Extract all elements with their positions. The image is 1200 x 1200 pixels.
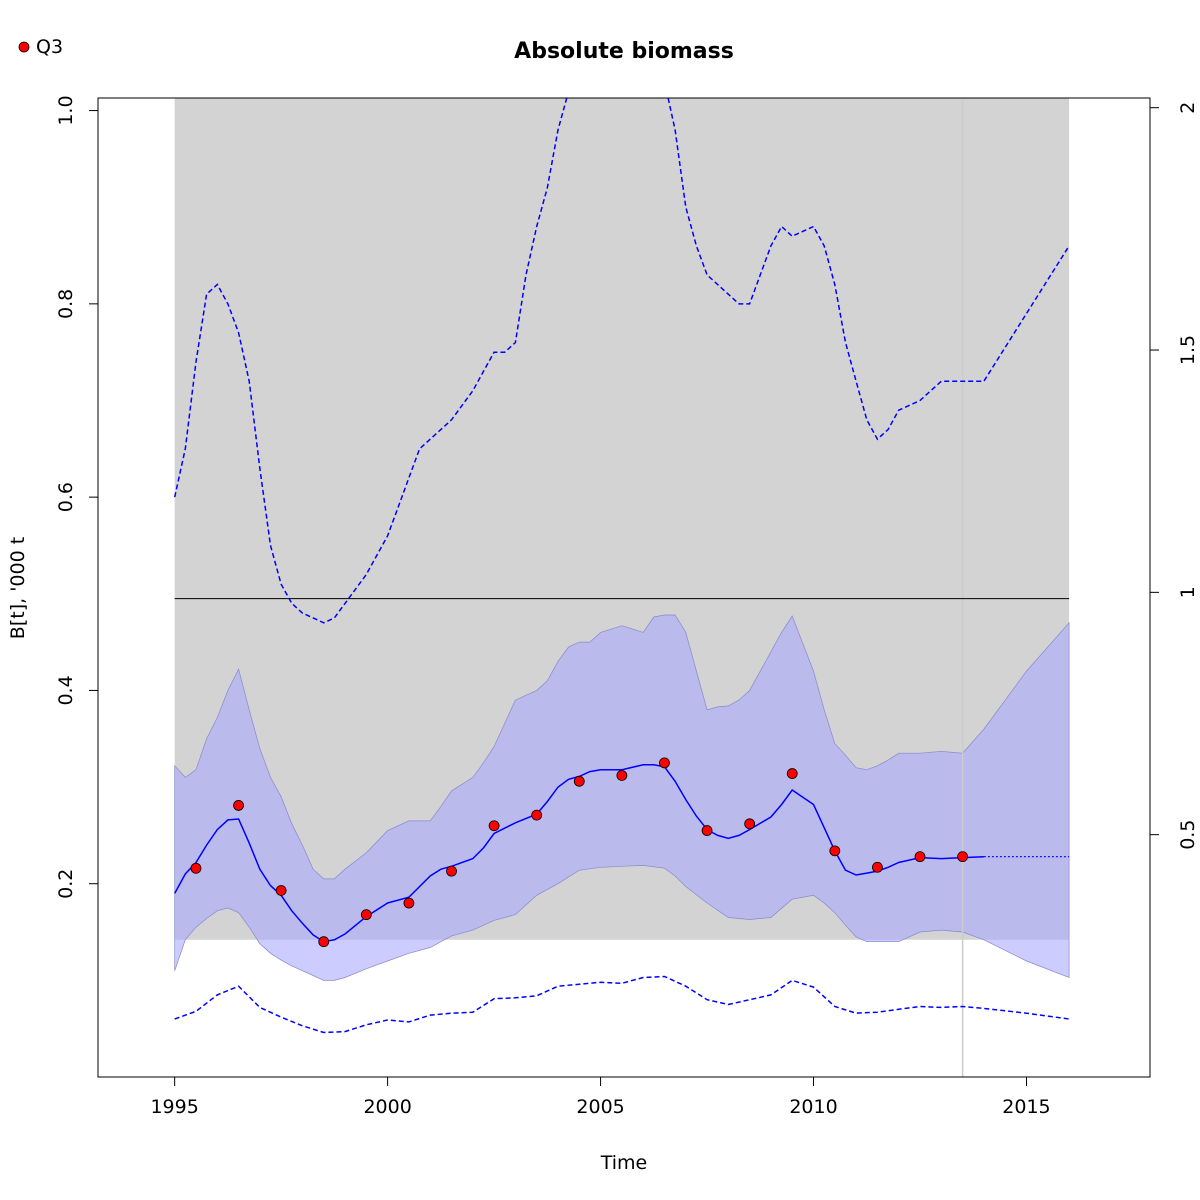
y-tick-label: 0.4 xyxy=(55,675,77,705)
confidence-band xyxy=(174,614,1070,981)
y2-tick-label: 1 xyxy=(1177,586,1199,598)
observed-point xyxy=(531,809,543,821)
observed-point xyxy=(446,865,457,877)
legend-label: Q3 xyxy=(36,36,63,58)
plot-area xyxy=(173,98,1070,1077)
y2-axis: 0.5 1 1.5 2 xyxy=(1150,102,1199,850)
observed-point xyxy=(360,909,372,921)
y2-tick-label: 1.5 xyxy=(1177,335,1199,365)
legend: Q3 xyxy=(18,36,63,58)
x-tick-label: 2010 xyxy=(789,1096,837,1118)
upper-ci-line xyxy=(173,98,1070,624)
y-axis: 0.2 0.4 0.6 0.8 1.0 xyxy=(55,95,98,899)
observed-point xyxy=(318,936,330,948)
y-tick-label: 1.0 xyxy=(55,95,77,125)
y2-tick-label: 2 xyxy=(1177,102,1199,114)
y-tick-label: 0.6 xyxy=(55,482,77,512)
observed-point xyxy=(872,861,883,873)
observed-point xyxy=(744,818,756,830)
observed-point xyxy=(701,825,713,836)
chart-title: Absolute biomass xyxy=(514,39,734,64)
observed-point xyxy=(190,862,202,874)
observed-point xyxy=(914,851,926,863)
observed-point xyxy=(616,770,628,781)
x-axis: 1995 2000 2005 2010 2015 xyxy=(150,1076,1051,1118)
y-axis-title: B[t], '000 t xyxy=(7,537,29,639)
observed-point xyxy=(659,757,670,769)
y-tick-label: 0.2 xyxy=(55,869,77,899)
x-tick-label: 2015 xyxy=(1002,1096,1050,1118)
observed-point xyxy=(275,885,287,896)
observed-point xyxy=(786,768,798,779)
y2-tick-label: 0.5 xyxy=(1177,820,1199,850)
lower-ci-line xyxy=(174,975,1070,1034)
x-tick-label: 2005 xyxy=(576,1096,624,1118)
x-axis-title: Time xyxy=(600,1152,648,1174)
observed-points xyxy=(190,757,968,948)
observed-point xyxy=(403,897,415,909)
observed-point xyxy=(573,775,585,787)
x-tick-label: 1995 xyxy=(150,1096,198,1118)
observed-point xyxy=(957,851,968,863)
legend-marker xyxy=(18,41,30,53)
y-tick-label: 0.8 xyxy=(55,289,77,319)
observed-point xyxy=(233,800,244,811)
x-tick-label: 2000 xyxy=(363,1096,411,1118)
observed-point xyxy=(488,820,500,832)
observed-point xyxy=(829,845,841,857)
